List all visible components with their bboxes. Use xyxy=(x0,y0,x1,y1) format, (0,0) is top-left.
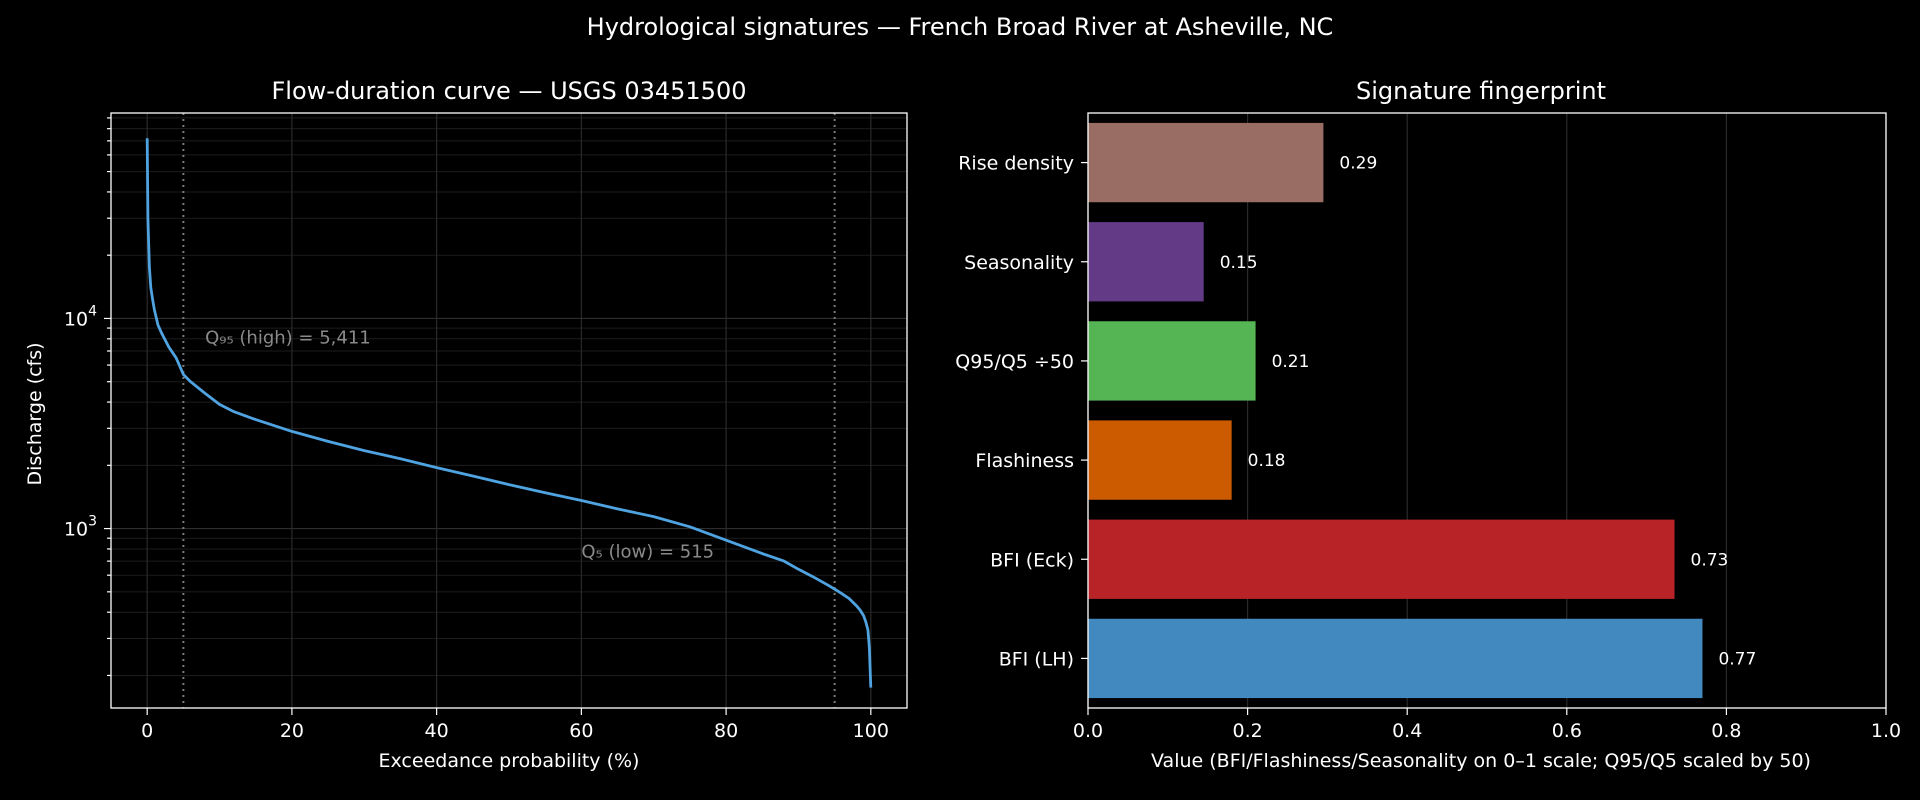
bar-value-label: 0.15 xyxy=(1220,253,1258,273)
bar xyxy=(1088,222,1204,302)
x-tick-label: 0.6 xyxy=(1552,720,1582,742)
bar-value-label: 0.77 xyxy=(1718,649,1756,669)
bar-value-label: 0.18 xyxy=(1248,451,1286,471)
category-label: Rise density xyxy=(958,153,1074,175)
fdc-axes: 0 20 40 60 80 100 103 104 xyxy=(64,112,908,742)
bar xyxy=(1088,618,1703,699)
y-tick-label: 104 xyxy=(64,303,97,330)
fdc-frame xyxy=(110,112,908,709)
category-label: BFI (Eck) xyxy=(990,549,1074,571)
x-tick-label: 40 xyxy=(425,720,449,742)
x-tick-label: 0.4 xyxy=(1392,720,1422,742)
x-tick-label: 100 xyxy=(853,720,889,742)
x-tick-label: 0.2 xyxy=(1232,720,1262,742)
x-tick-label: 60 xyxy=(569,720,593,742)
fdc-annotation: Q₉₅ (high) = 5,411 xyxy=(205,327,371,348)
bar-value-label: 0.73 xyxy=(1691,550,1729,570)
category-label: Seasonality xyxy=(964,252,1074,274)
fdc-series xyxy=(145,138,873,688)
fp-title: Signature fingerprint xyxy=(1356,77,1606,105)
fp-x-axis-label: Value (BFI/Flashiness/Seasonality on 0–1… xyxy=(1151,750,1811,772)
category-label: BFI (LH) xyxy=(999,648,1074,670)
category-label: Q95/Q5 ÷50 xyxy=(955,351,1074,373)
fp-frame xyxy=(1087,112,1887,709)
x-tick-label: 0.8 xyxy=(1711,720,1741,742)
fdc-annotation: Q₅ (low) = 515 xyxy=(581,541,714,562)
figure-suptitle: Hydrological signatures — French Broad R… xyxy=(587,13,1334,41)
bar xyxy=(1088,122,1324,203)
bar xyxy=(1088,519,1675,599)
fdc-title: Flow-duration curve — USGS 03451500 xyxy=(272,77,747,105)
fdc-x-axis-label: Exceedance probability (%) xyxy=(379,750,640,772)
category-label: Flashiness xyxy=(975,450,1074,472)
x-tick-label: 0.0 xyxy=(1073,720,1103,742)
fp-axes: 0.0 0.2 0.4 0.6 0.8 1.0 BFI (LH) BFI (Eck) Flash… xyxy=(955,112,1901,742)
fp-bars: 0.77 0.73 0.18 0.21 0.15 0.29 xyxy=(1088,122,1756,699)
x-tick-label: 20 xyxy=(280,720,304,742)
fdc-annotations: Q₉₅ (high) = 5,411 Q₅ (low) = 515 xyxy=(205,327,714,562)
signature-fingerprint-chart: Signature fingerprint 0.770.730.180.210.… xyxy=(955,77,1901,772)
fdc-grid xyxy=(111,113,907,708)
bar-value-label: 0.29 xyxy=(1339,154,1377,174)
fdc-y-axis-label: Discharge (cfs) xyxy=(24,342,46,485)
bar xyxy=(1088,420,1232,500)
x-tick-label: 80 xyxy=(714,720,738,742)
flow-duration-line xyxy=(145,138,873,688)
x-tick-label: 0 xyxy=(141,720,153,742)
bar-value-label: 0.21 xyxy=(1272,352,1310,372)
x-tick-label: 1.0 xyxy=(1871,720,1901,742)
bar xyxy=(1088,321,1256,401)
flow-duration-chart: Flow-duration curve — USGS 03451500 Q₉₅ … xyxy=(24,77,908,772)
y-tick-label: 103 xyxy=(64,514,97,541)
